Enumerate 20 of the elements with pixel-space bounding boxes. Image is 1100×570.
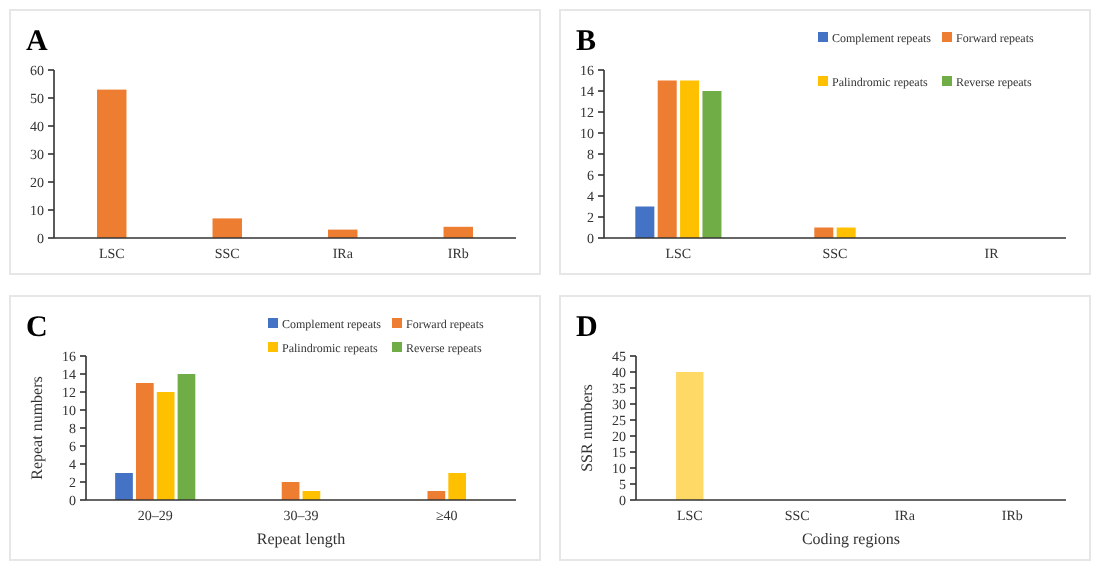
chart-title: B [576,26,597,58]
bar [635,206,655,238]
bar [156,392,175,500]
bar [177,374,196,500]
x-axis-title: Repeat length [256,530,346,548]
y-axis-title: SSR numbers [578,384,596,472]
bar [97,89,127,238]
chart-title: C [26,312,48,344]
bar [281,482,300,500]
bar [135,383,154,500]
chart-title: D [576,312,598,344]
bar [702,91,722,238]
bar [115,473,133,500]
bar [657,80,677,238]
bar [680,80,700,238]
chart-title: A [26,26,48,58]
y-axis-title: Repeat numbers [28,376,46,480]
bar [212,218,242,238]
x-axis-title: Coding regions [801,530,901,548]
bar [448,473,467,500]
